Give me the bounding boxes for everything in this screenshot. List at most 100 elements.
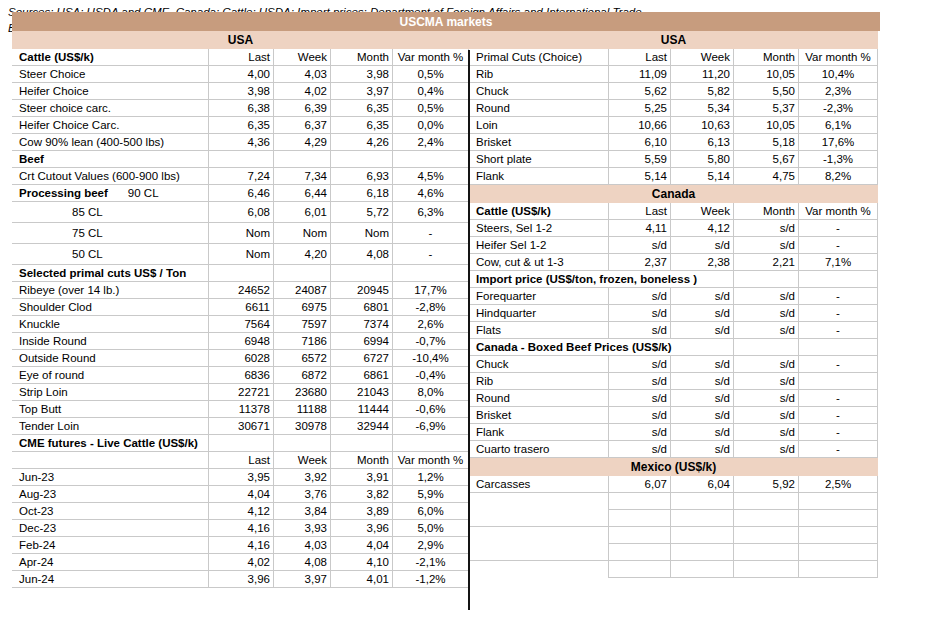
- cell-week: 4,03: [273, 66, 330, 83]
- table-row: Tender Loin306713097832944-6,9%: [12, 418, 469, 435]
- cell-week: 7,34: [273, 168, 330, 185]
- cell-last: 3,98: [208, 83, 273, 100]
- cell-month: 3,82: [330, 486, 392, 503]
- cell-month: 3,97: [330, 83, 392, 100]
- row-label: Heifer Sel 1-2: [469, 237, 608, 254]
- cell-month: [733, 561, 798, 578]
- cell-last: 22721: [208, 384, 273, 401]
- row-label: Carcasses: [469, 476, 608, 493]
- table-row: Strip Loin2272123680210438,0%: [12, 384, 469, 401]
- cell-var-month: -: [798, 356, 878, 373]
- column-header-month: Month: [733, 49, 798, 66]
- cell-week: 4,03: [273, 537, 330, 554]
- row-label: Oct-23: [12, 503, 208, 520]
- table-row: Cow 90% lean (400-500 lbs)4,364,294,262,…: [12, 134, 469, 151]
- row-label: Import price (US$/ton, frozen, boneless …: [469, 271, 608, 288]
- cell-last: 2,37: [608, 254, 670, 271]
- cell-var-month: -2,8%: [392, 299, 469, 316]
- cell-var-month: -: [392, 223, 469, 244]
- column-header-last: Last: [608, 49, 670, 66]
- cell-week: [670, 510, 733, 527]
- row-label: Cattle (US$/k): [12, 49, 208, 66]
- cell-month: 4,75: [733, 168, 798, 185]
- row-label: Crt Cutout Values (600-900 lbs): [12, 168, 208, 185]
- row-label: Canada - Boxed Beef Prices (US$/k): [469, 339, 608, 356]
- table-row: Loin10,6610,6310,056,1%: [469, 117, 878, 134]
- cell-month: 10,05: [733, 117, 798, 134]
- cell-var-month: 2,5%: [798, 476, 878, 493]
- row-label: 75 CL: [12, 223, 208, 244]
- cell-var-month: -0,7%: [392, 333, 469, 350]
- column-header-var-month: Var month %: [798, 203, 878, 220]
- row-label: Knuckle: [12, 316, 208, 333]
- cell-last: [208, 265, 273, 282]
- cell-month: s/d: [733, 220, 798, 237]
- cell-week: s/d: [670, 373, 733, 390]
- table-row: Canada - Boxed Beef Prices (US$/k): [469, 339, 878, 356]
- row-label: Beef: [12, 151, 208, 168]
- cell-last: s/d: [608, 407, 670, 424]
- table-row: Steer Choice4,004,033,980,5%: [12, 66, 469, 83]
- cell-week: 4,02: [273, 83, 330, 100]
- table-row: Heifer Choice Carc.6,356,376,350,0%: [12, 117, 469, 134]
- cell-var-month: 7,1%: [798, 254, 878, 271]
- cell-last: Nom: [208, 244, 273, 265]
- cell-var-month: -: [798, 441, 878, 458]
- cell-last: 11,09: [608, 66, 670, 83]
- cell-week: [670, 493, 733, 510]
- cell-var-month: 17,6%: [798, 134, 878, 151]
- cell-month: 5,72: [330, 202, 392, 223]
- cell-var-month: 17,7%: [392, 282, 469, 299]
- column-header-last: Last: [208, 452, 273, 469]
- cell-var-month: 8,0%: [392, 384, 469, 401]
- cell-last: 5,14: [608, 168, 670, 185]
- table-row: Shoulder Clod661169756801-2,8%: [12, 299, 469, 316]
- row-label: Steers, Sel 1-2: [469, 220, 608, 237]
- table-row: Apr-244,024,084,10-2,1%: [12, 554, 469, 571]
- cell-last: [608, 561, 670, 578]
- cell-var-month: [798, 271, 878, 288]
- cell-month: [733, 339, 798, 356]
- cell-last: 6,35: [208, 117, 273, 134]
- cell-month: s/d: [733, 237, 798, 254]
- row-label: [469, 493, 608, 510]
- report-title: USCMA markets: [12, 12, 880, 31]
- row-label: Brisket: [469, 134, 608, 151]
- cell-month: 21043: [330, 384, 392, 401]
- cell-week: [670, 339, 733, 356]
- cell-week: 2,38: [670, 254, 733, 271]
- cell-week: [670, 544, 733, 561]
- row-label: Short plate: [469, 151, 608, 168]
- row-label: Steer Choice: [12, 66, 208, 83]
- row-label: Flats: [469, 322, 608, 339]
- row-label: Rib: [469, 66, 608, 83]
- cell-last: 4,12: [208, 503, 273, 520]
- cell-last: 7,24: [208, 168, 273, 185]
- cell-month: s/d: [733, 288, 798, 305]
- cell-last: Nom: [208, 223, 273, 244]
- table-row: Steers, Sel 1-24,114,12s/d-: [469, 220, 878, 237]
- row-label: Hindquarter: [469, 305, 608, 322]
- cell-last: 4,04: [208, 486, 273, 503]
- row-label: 85 CL: [12, 202, 208, 223]
- row-label: Apr-24: [12, 554, 208, 571]
- column-header-last: Last: [208, 49, 273, 66]
- region-band: Mexico (US$/k): [469, 458, 878, 476]
- row-label: Chuck: [469, 356, 608, 373]
- table-row: Knuckle7564759773742,6%: [12, 316, 469, 333]
- cell-week: 7597: [273, 316, 330, 333]
- column-header-var-month: Var month %: [798, 49, 878, 66]
- report-panels: USACattle (US$/k)LastWeekMonthVar month …: [12, 31, 880, 588]
- cell-last: 24652: [208, 282, 273, 299]
- cell-month: s/d: [733, 407, 798, 424]
- region-band: USA: [12, 31, 469, 49]
- cell-var-month: [798, 527, 878, 544]
- table-row: Ribs/ds/ds/d: [469, 373, 878, 390]
- cell-month: s/d: [733, 441, 798, 458]
- row-label: Processing beef90 CL: [12, 185, 208, 202]
- cell-month: 5,37: [733, 100, 798, 117]
- table-row: Cattle (US$/k)LastWeekMonthVar month %: [12, 49, 469, 66]
- table-row: Heifer Choice3,984,023,970,4%: [12, 83, 469, 100]
- cell-month: [733, 527, 798, 544]
- column-header-week: Week: [670, 203, 733, 220]
